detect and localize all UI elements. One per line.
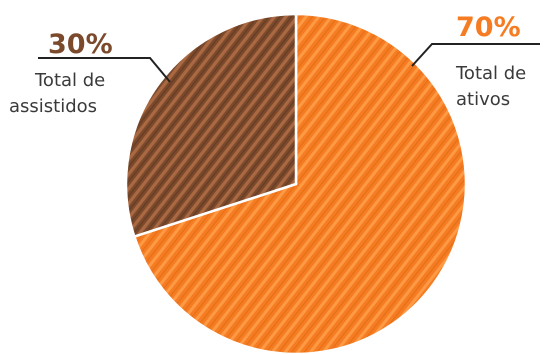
slice-1-leader-line [411,43,540,67]
slice-1-label-line-1: Total de [455,63,526,84]
slice-1-percent-label: 70% [456,12,521,43]
slice-2-label-line-1: Total de [34,70,105,91]
pie-slice-2 [124,12,298,238]
slice-2-leader-line [38,57,171,83]
slice-2-percent-label: 30% [48,29,113,60]
slice-1-label-line-2: ativos [456,89,510,110]
slice-2-label-line-2: assistidos [9,96,97,117]
pie-slices [124,12,468,354]
pie-slice-1 [133,12,468,354]
